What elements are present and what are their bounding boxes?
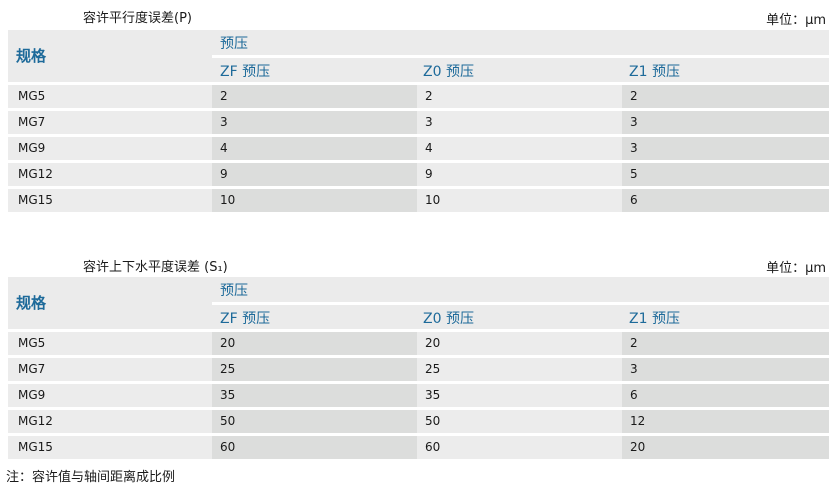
- spec-cell: MG7: [8, 358, 212, 381]
- value-cell: 20: [622, 436, 829, 459]
- value-cell: 3: [417, 111, 622, 134]
- value-cell: 20: [212, 332, 417, 355]
- value-cell: 25: [417, 358, 622, 381]
- column-header: Z1 预压: [629, 64, 680, 80]
- value-cell: 35: [417, 384, 622, 407]
- spec-cell: MG9: [8, 384, 212, 407]
- spec-cell: MG15: [8, 436, 212, 459]
- value-cell: 12: [622, 410, 829, 433]
- column-header: ZF 预压: [220, 64, 271, 80]
- value-cell: 6: [622, 189, 829, 212]
- value-cell: 6: [622, 384, 829, 407]
- table-row: MG7 3 3 3: [8, 111, 829, 134]
- value-cell: 10: [212, 189, 417, 212]
- table-row: MG12 9 9 5: [8, 163, 829, 186]
- value-cell: 3: [622, 358, 829, 381]
- table-row: MG5 2 2 2: [8, 85, 829, 108]
- value-cell: 35: [212, 384, 417, 407]
- value-cell: 20: [417, 332, 622, 355]
- table-level-unit: 单位：μm: [766, 261, 826, 276]
- table-row: MG12 50 50 12: [8, 410, 829, 433]
- header-divider: [212, 55, 829, 58]
- footnote: 注：容许值与轴间距离成比例: [6, 470, 176, 485]
- value-cell: 2: [622, 85, 829, 108]
- column-header: ZF 预压: [220, 311, 271, 327]
- table-row: MG5 20 20 2: [8, 332, 829, 355]
- spec-cell: MG15: [8, 189, 212, 212]
- value-cell: 4: [417, 137, 622, 160]
- table-parallelism: 规格 预压 ZF 预压 Z0 预压 Z1 预压 MG5 2 2 2 MG7 3 3 3 MG9 4 4 3 M…: [8, 30, 829, 212]
- value-cell: 50: [417, 410, 622, 433]
- value-cell: 5: [622, 163, 829, 186]
- table-level-title: 容许上下水平度误差 (S₁): [83, 260, 228, 275]
- value-cell: 3: [622, 111, 829, 134]
- value-cell: 2: [417, 85, 622, 108]
- value-cell: 9: [417, 163, 622, 186]
- preload-header: 预压: [220, 283, 248, 299]
- table-header: 规格 预压 ZF 预压 Z0 预压 Z1 预压: [8, 277, 829, 329]
- value-cell: 25: [212, 358, 417, 381]
- value-cell: 9: [212, 163, 417, 186]
- table-parallelism-title: 容许平行度误差(P): [83, 11, 192, 26]
- spec-cell: MG7: [8, 111, 212, 134]
- table-row: MG15 10 10 6: [8, 189, 829, 212]
- header-divider: [212, 302, 829, 305]
- value-cell: 3: [212, 111, 417, 134]
- table-row: MG15 60 60 20: [8, 436, 829, 459]
- spec-cell: MG9: [8, 137, 212, 160]
- table-header: 规格 预压 ZF 预压 Z0 预压 Z1 预压: [8, 30, 829, 82]
- value-cell: 10: [417, 189, 622, 212]
- table-row: MG7 25 25 3: [8, 358, 829, 381]
- value-cell: 4: [212, 137, 417, 160]
- table-row: MG9 4 4 3: [8, 137, 829, 160]
- column-header: Z1 预压: [629, 311, 680, 327]
- value-cell: 2: [622, 332, 829, 355]
- spec-cell: MG12: [8, 163, 212, 186]
- value-cell: 60: [212, 436, 417, 459]
- value-cell: 2: [212, 85, 417, 108]
- table-level: 规格 预压 ZF 预压 Z0 预压 Z1 预压 MG5 20 20 2 MG7 25 25 3 MG9…: [8, 277, 829, 459]
- spec-cell: MG5: [8, 332, 212, 355]
- spec-cell: MG5: [8, 85, 212, 108]
- value-cell: 50: [212, 410, 417, 433]
- spec-header: 规格: [16, 47, 47, 65]
- value-cell: 3: [622, 137, 829, 160]
- value-cell: 60: [417, 436, 622, 459]
- table-parallelism-unit: 单位：μm: [766, 13, 826, 28]
- table-row: MG9 35 35 6: [8, 384, 829, 407]
- column-header: Z0 预压: [423, 64, 474, 80]
- column-header: Z0 预压: [423, 311, 474, 327]
- spec-header: 规格: [16, 294, 47, 312]
- preload-header: 预压: [220, 36, 248, 52]
- spec-cell: MG12: [8, 410, 212, 433]
